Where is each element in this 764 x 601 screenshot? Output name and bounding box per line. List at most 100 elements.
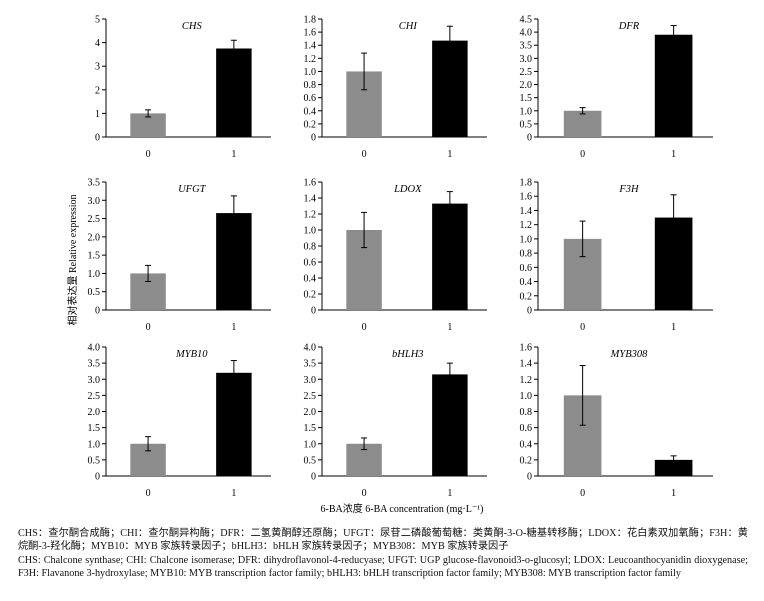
y-tick-label: 0: [527, 133, 532, 144]
y-tick-label: 0: [527, 472, 532, 483]
y-tick-label: 0.6: [520, 263, 533, 274]
y-tick-label: 0.2: [520, 455, 533, 466]
bar: [216, 48, 252, 137]
x-tick-label: 1: [447, 149, 452, 160]
x-axis-label: 6-BA浓度 6-BA concentration (mg·L⁻¹): [321, 502, 484, 515]
x-tick-label: 0: [362, 149, 367, 160]
y-tick-label: 2: [95, 85, 100, 96]
panel-title: UFGT: [178, 184, 207, 195]
y-tick-label: 0.5: [520, 119, 533, 130]
bar: [563, 110, 602, 137]
y-tick-label: 1.2: [520, 375, 533, 386]
bar: [216, 372, 252, 476]
bar: [130, 113, 166, 137]
y-tick-label: 2.5: [88, 214, 101, 225]
y-tick-label: 3.0: [304, 375, 317, 386]
y-tick-label: 0: [311, 306, 316, 317]
y-tick-label: 1.8: [520, 178, 533, 189]
y-tick-label: 2.0: [88, 232, 101, 243]
y-tick-label: 1.5: [520, 93, 533, 104]
y-tick-label: 3.5: [520, 41, 533, 52]
y-tick-label: 2.0: [520, 80, 533, 91]
figure-caption-chinese: CHS：查尔酮合成酶；CHI：查尔酮异构酶；DFR：二氢黄酮醇还原酶；UFGT：…: [18, 528, 748, 552]
x-tick-label: 1: [447, 322, 452, 333]
figure-panel-grid: 相对表达量 Relative expression 6-BA浓度 6-BA co…: [66, 15, 713, 515]
y-tick-label: 3.5: [88, 178, 101, 189]
y-tick-label: 4.0: [520, 28, 533, 39]
y-tick-label: 1.2: [304, 54, 317, 65]
y-tick-label: 0: [95, 306, 100, 317]
panel-title: CHS: [182, 21, 203, 32]
x-tick-label: 0: [362, 488, 367, 499]
y-tick-label: 0.4: [304, 106, 317, 117]
y-tick-label: 5: [95, 15, 100, 26]
y-tick-label: 0: [311, 133, 316, 144]
x-tick-label: 1: [231, 488, 236, 499]
panel-title: bHLH3: [392, 349, 424, 360]
y-tick-label: 1.0: [520, 391, 533, 402]
bar: [432, 374, 468, 476]
panel-title: CHI: [399, 21, 418, 32]
y-tick-label: 0.4: [304, 274, 317, 285]
y-tick-label: 0.5: [88, 455, 101, 466]
panel-title: MYB308: [610, 349, 649, 360]
y-tick-label: 3.0: [88, 375, 101, 386]
y-tick-label: 1.6: [520, 192, 533, 203]
y-tick-label: 0.2: [520, 291, 533, 302]
y-tick-label: 1.4: [520, 359, 533, 370]
y-tick-label: 1.5: [304, 423, 317, 434]
y-axis-label: 相对表达量 Relative expression: [66, 194, 79, 325]
y-tick-label: 1.2: [304, 210, 317, 221]
y-tick-label: 1.0: [304, 67, 317, 78]
y-tick-label: 0.6: [520, 423, 533, 434]
y-tick-label: 0.8: [304, 242, 317, 253]
y-tick-label: 1.6: [304, 178, 317, 189]
x-tick-label: 1: [447, 488, 452, 499]
y-tick-label: 0.5: [88, 287, 101, 298]
y-tick-label: 0: [95, 472, 100, 483]
y-tick-label: 1.0: [304, 226, 317, 237]
y-tick-label: 2.0: [88, 407, 101, 418]
y-tick-label: 4.0: [304, 343, 317, 354]
x-tick-label: 0: [362, 322, 367, 333]
y-tick-label: 0.8: [520, 407, 533, 418]
x-tick-label: 1: [671, 322, 676, 333]
x-tick-label: 1: [671, 149, 676, 160]
y-tick-label: 0.4: [520, 277, 533, 288]
y-tick-label: 1.0: [520, 106, 533, 117]
y-tick-label: 1.0: [88, 269, 101, 280]
y-tick-label: 0.6: [304, 93, 317, 104]
y-tick-label: 1.8: [304, 15, 317, 26]
panel-title: MYB10: [175, 349, 208, 360]
y-tick-label: 1.5: [88, 251, 101, 262]
x-tick-label: 0: [580, 149, 585, 160]
y-tick-label: 4.5: [520, 15, 533, 26]
y-tick-label: 2.5: [88, 391, 101, 402]
y-tick-label: 2.5: [304, 391, 317, 402]
bar: [432, 203, 468, 310]
y-tick-label: 3.5: [304, 359, 317, 370]
x-tick-label: 1: [231, 149, 236, 160]
x-tick-label: 0: [146, 149, 151, 160]
panel-title: F3H: [618, 184, 640, 195]
x-tick-label: 1: [231, 322, 236, 333]
y-tick-label: 0: [527, 306, 532, 317]
y-tick-label: 4.0: [88, 343, 101, 354]
y-tick-label: 1.4: [520, 206, 533, 217]
y-tick-label: 1.5: [88, 423, 101, 434]
y-tick-label: 1: [95, 109, 100, 120]
y-tick-label: 3: [95, 62, 100, 73]
y-tick-label: 0.2: [304, 290, 317, 301]
y-tick-label: 4: [95, 38, 100, 49]
y-tick-label: 2.0: [304, 407, 317, 418]
y-tick-label: 0: [95, 133, 100, 144]
x-tick-label: 0: [580, 488, 585, 499]
x-tick-label: 0: [146, 488, 151, 499]
panel-title: LDOX: [393, 184, 422, 195]
y-tick-label: 1.6: [304, 28, 317, 39]
y-tick-label: 1.0: [88, 439, 101, 450]
y-tick-label: 0.2: [304, 119, 317, 130]
figure-caption-english: CHS: Chalcone synthase; CHI: Chalcone is…: [18, 555, 748, 579]
y-tick-label: 0.8: [304, 80, 317, 91]
panel-title: DFR: [618, 21, 640, 32]
